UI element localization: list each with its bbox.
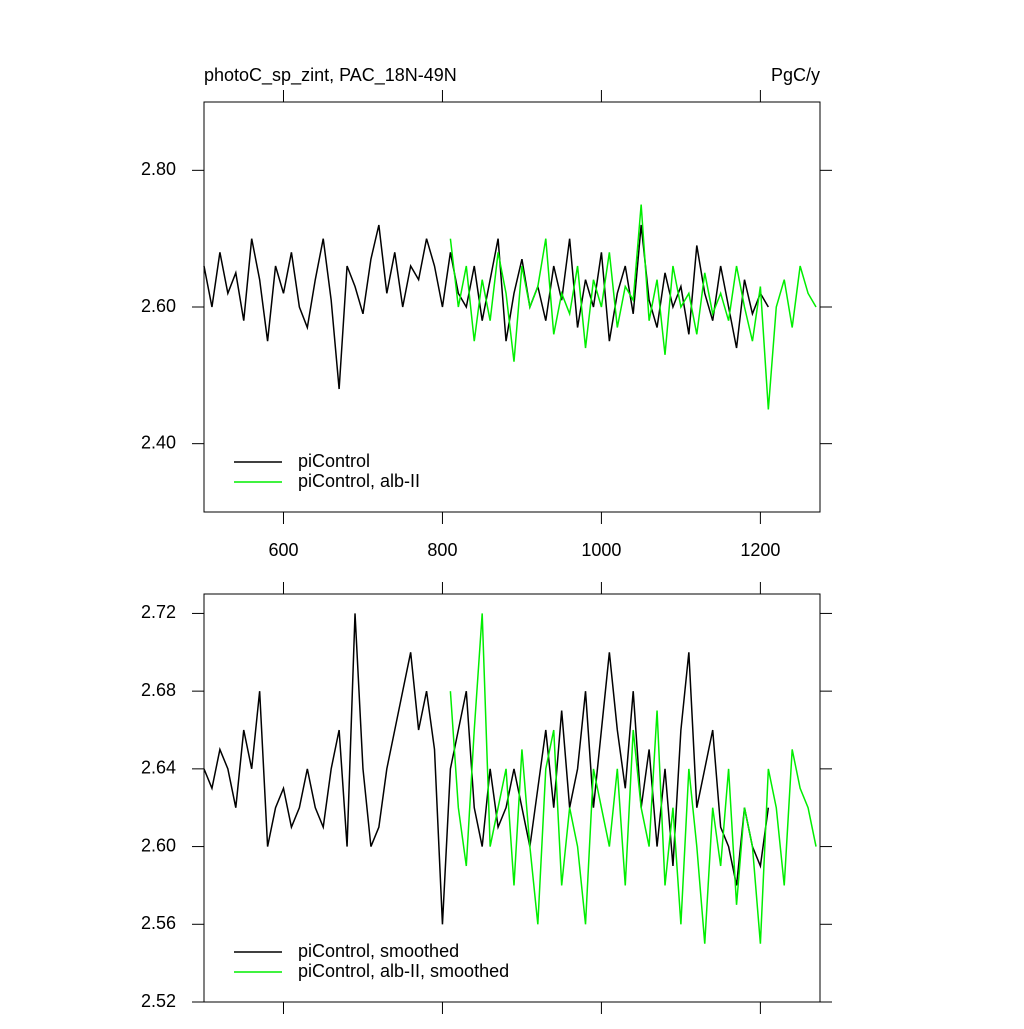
data-line (449, 613, 817, 944)
y-tick-label: 2.68 (141, 680, 176, 700)
y-tick-label: 2.64 (141, 758, 176, 778)
plot-frame (203, 593, 821, 1003)
legend-label: piControl, smoothed (298, 941, 459, 961)
y-tick-label: 2.40 (141, 432, 176, 452)
data-line (449, 204, 817, 410)
x-tick-label: 1200 (740, 540, 780, 560)
y-tick-label: 2.60 (141, 296, 176, 316)
x-tick-label: 600 (268, 540, 298, 560)
legend-label: piControl (298, 451, 370, 471)
y-tick-label: 2.72 (141, 602, 176, 622)
data-line (203, 613, 770, 925)
y-tick-label: 2.80 (141, 159, 176, 179)
legend-label: piControl, alb-II (298, 471, 420, 491)
x-tick-label: 1000 (581, 540, 621, 560)
y-tick-label: 2.60 (141, 835, 176, 855)
y-tick-label: 2.52 (141, 991, 176, 1011)
legend-label: piControl, alb-II, smoothed (298, 961, 509, 981)
chart-title: photoC_sp_zint, PAC_18N-49N (204, 65, 457, 86)
units-label: PgC/y (771, 65, 820, 85)
y-tick-label: 2.56 (141, 913, 176, 933)
x-tick-label: 800 (427, 540, 457, 560)
data-line (203, 224, 769, 390)
